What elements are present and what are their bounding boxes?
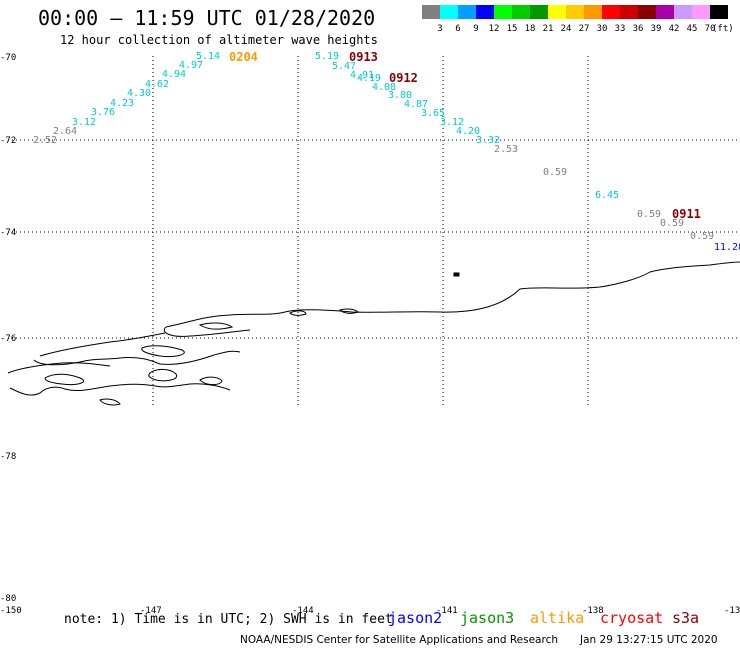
lon-label: -144 [292, 606, 314, 616]
satellite-legend-altika: altika [530, 609, 585, 627]
legend-swatch [674, 5, 692, 19]
legend-swatch [566, 5, 584, 19]
legend-swatch [710, 5, 728, 19]
wave-height-value: 4.94 [162, 69, 186, 80]
legend-swatch [422, 5, 440, 19]
lat-label: -70 [0, 53, 16, 63]
wave-height-value: 3.32 [476, 135, 500, 146]
footer-note: note: 1) Time is in UTC; 2) SWH is in fe… [64, 612, 393, 627]
legend-swatch [458, 5, 476, 19]
legend-swatch [584, 5, 602, 19]
legend-swatch-label: 24 [560, 24, 572, 34]
wave-height-value: 3.76 [91, 107, 115, 118]
legend-swatch [620, 5, 638, 19]
wave-height-value: 0.59 [637, 209, 661, 220]
wave-height-value: 4.20 [456, 126, 480, 137]
lat-label: -72 [0, 136, 16, 146]
credit-line: NOAA/NESDIS Center for Satellite Applica… [240, 634, 558, 646]
wave-height-value: 4.08 [372, 82, 396, 93]
legend-swatch-label: 36 [632, 24, 644, 34]
legend-swatch-label: 6 [455, 24, 461, 34]
legend-swatch-label: 18 [524, 24, 536, 34]
track-id-label: 0912 [389, 71, 418, 85]
legend-swatch [530, 5, 548, 19]
legend-unit-label: (ft) [712, 24, 734, 34]
lat-label: -80 [0, 594, 16, 604]
legend-swatch-label: 9 [473, 24, 479, 34]
wave-height-value: 5.19 [315, 51, 339, 62]
legend-swatch-label: 12 [488, 24, 500, 34]
map-subtitle: 12 hour collection of altimeter wave hei… [60, 33, 378, 47]
latitude-labels: -70 -72 -74 -76 -78 -80 [0, 53, 16, 604]
legend-swatch-label: 39 [650, 24, 662, 34]
legend-swatch-label: 21 [542, 24, 554, 34]
legend-swatch-label: 3 [437, 24, 443, 34]
lat-label: -76 [0, 334, 16, 344]
wave-height-value: 4.91 [350, 70, 374, 81]
legend-swatch [602, 5, 620, 19]
legend-swatch [476, 5, 494, 19]
wave-height-value: 6.45 [595, 190, 619, 201]
lon-label: -150 [0, 606, 22, 616]
wave-height-value: 0.59 [660, 218, 684, 229]
wave-height-value: 11.28 [714, 242, 740, 253]
wave-height-value: 4.62 [145, 79, 169, 90]
legend-swatch-label: 30 [596, 24, 608, 34]
wave-height-value: 5.14 [196, 51, 220, 62]
wave-height-value: 4.97 [179, 60, 203, 71]
legend-swatch [638, 5, 656, 19]
lon-label: -13 [724, 606, 740, 616]
legend-swatch-label: 15 [506, 24, 518, 34]
lat-label: -74 [0, 228, 16, 238]
lon-label: -147 [140, 606, 162, 616]
map-gridlines [8, 56, 740, 408]
wave-height-value: 4.23 [110, 98, 134, 109]
legend-swatch [692, 5, 710, 19]
legend-swatch [548, 5, 566, 19]
legend-swatch [512, 5, 530, 19]
legend-swatch-label: 70 [704, 24, 716, 34]
wave-height-observations: 2.522.643.123.764.234.304.624.944.975.14… [33, 51, 740, 253]
wave-height-value: 2.64 [53, 126, 77, 137]
wave-height-value: 0.59 [543, 167, 567, 178]
legend-swatch [494, 5, 512, 19]
track-id-label: 0911 [672, 207, 701, 221]
wave-height-value: 4.87 [404, 99, 428, 110]
satellite-legend-jason3: jason3 [460, 609, 515, 627]
wave-height-value: 3.65 [421, 108, 445, 119]
wave-height-value: 3.80 [388, 90, 412, 101]
generated-timestamp: Jan 29 13:27:15 UTC 2020 [580, 634, 718, 646]
legend-swatch [440, 5, 458, 19]
wave-height-value: 4.30 [127, 88, 151, 99]
wave-height-value: 2.53 [494, 144, 518, 155]
map-title: 00:00 – 11:59 UTC 01/28/2020 [38, 6, 376, 30]
legend-swatch-label: 42 [668, 24, 680, 34]
wave-height-value: 3.12 [440, 117, 464, 128]
track-labels: 0204 0913 0912 0911 [229, 50, 701, 221]
wave-height-value: 4.19 [357, 73, 381, 84]
legend-swatch [656, 5, 674, 19]
wave-height-value: 3.12 [72, 117, 96, 128]
wave-height-value: 5.47 [332, 61, 356, 72]
satellite-legend-jason2: jason2 [388, 609, 443, 627]
coastline [7, 261, 740, 406]
lat-label: -78 [0, 452, 16, 462]
track-id-label: 0913 [349, 50, 378, 64]
lon-label: -138 [582, 606, 604, 616]
wave-height-value: 0.59 [690, 231, 714, 242]
satellite-legend-s3a: s3a [672, 609, 700, 627]
lon-label: -141 [436, 606, 458, 616]
legend-swatch-label: 27 [578, 24, 590, 34]
satellite-legend-cryosat: cryosat [600, 609, 664, 627]
legend-swatch-label: 45 [686, 24, 698, 34]
track-id-label: 0204 [229, 50, 258, 64]
wave-height-value: 2.52 [33, 135, 57, 146]
legend-swatch-label: 33 [614, 24, 626, 34]
